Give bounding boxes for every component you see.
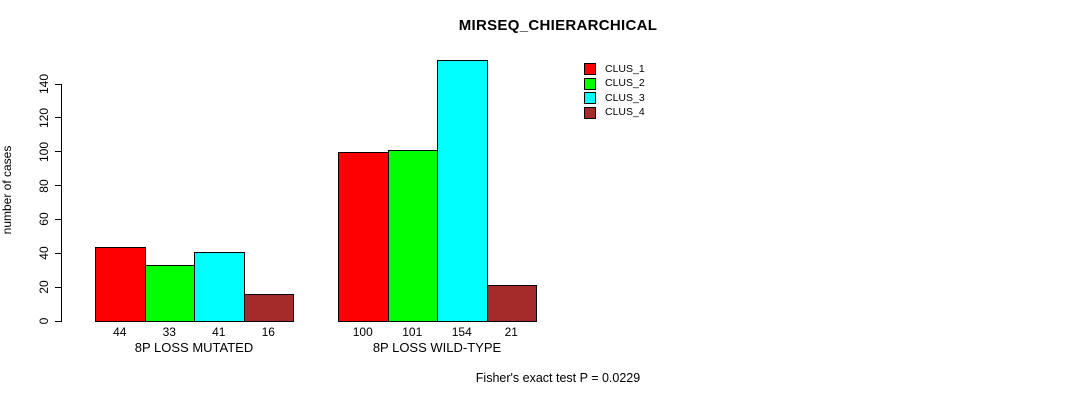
y-tick-mark	[55, 117, 62, 119]
bar-value-label: 154	[451, 325, 472, 339]
y-tick-mark	[55, 83, 62, 85]
y-tick-mark	[55, 252, 62, 254]
legend-swatch-icon	[584, 63, 596, 76]
bar-clus_3-group2	[437, 60, 488, 322]
legend-swatch-icon	[584, 106, 596, 119]
y-tick-label: 140	[37, 73, 51, 95]
bar-value-label: 101	[402, 325, 423, 339]
x-group-label: 8P LOSS WILD-TYPE	[372, 340, 502, 355]
chart-title: MIRSEQ_CHIERARCHICAL	[458, 17, 658, 34]
legend-swatch-icon	[584, 77, 596, 90]
legend-label: CLUS_2	[605, 77, 645, 90]
bar-value-label: 33	[162, 325, 176, 339]
y-tick-mark	[55, 320, 62, 322]
bar-value-label: 100	[352, 325, 373, 339]
y-axis-label: number of cases	[0, 145, 14, 235]
y-tick-mark	[55, 151, 62, 153]
bar-value-label: 21	[504, 325, 518, 339]
annotation-text: Fisher's exact test P = 0.0229	[475, 371, 641, 385]
y-tick-label: 40	[37, 246, 51, 260]
y-tick-mark	[55, 286, 62, 288]
legend-item-clus_1: CLUS_1	[584, 62, 645, 77]
bar-clus_2-group1	[144, 265, 195, 322]
legend-item-clus_3: CLUS_3	[584, 91, 645, 106]
bar-clus_1-group2	[338, 151, 389, 322]
bar-value-label: 16	[261, 325, 275, 339]
legend-label: CLUS_4	[605, 106, 645, 119]
y-tick-mark	[55, 185, 62, 187]
y-tick-label: 0	[37, 317, 51, 325]
legend-item-clus_2: CLUS_2	[584, 77, 645, 92]
y-tick-mark	[55, 218, 62, 220]
bar-clus_2-group2	[387, 150, 438, 322]
y-axis-line	[61, 84, 62, 321]
bar-clus_4-group1	[243, 293, 294, 322]
legend-label: CLUS_1	[605, 62, 645, 75]
bar-clus_1-group1	[95, 246, 146, 322]
legend-label: CLUS_3	[605, 91, 645, 104]
bar-clus_4-group2	[486, 285, 537, 322]
legend-swatch-icon	[584, 92, 596, 105]
legend: CLUS_1 CLUS_2 CLUS_3 CLUS_4	[584, 62, 645, 120]
legend-item-clus_4: CLUS_4	[584, 106, 645, 121]
bar-value-label: 41	[212, 325, 226, 339]
bar-clus_3-group1	[194, 251, 245, 322]
x-group-label: 8P LOSS MUTATED	[134, 340, 254, 355]
y-tick-label: 20	[37, 280, 51, 294]
bar-value-label: 44	[113, 325, 127, 339]
